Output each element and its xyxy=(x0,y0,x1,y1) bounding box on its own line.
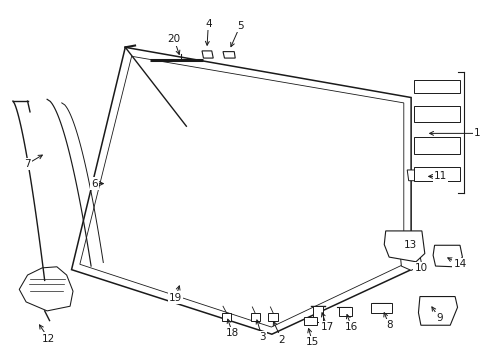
Polygon shape xyxy=(414,107,460,122)
Polygon shape xyxy=(384,231,425,262)
Text: 16: 16 xyxy=(345,322,358,332)
Text: 13: 13 xyxy=(404,239,417,249)
Polygon shape xyxy=(202,51,213,58)
Polygon shape xyxy=(251,314,260,320)
Polygon shape xyxy=(407,170,426,181)
Text: 20: 20 xyxy=(168,35,181,44)
Polygon shape xyxy=(371,303,392,314)
Polygon shape xyxy=(414,167,460,181)
Text: 17: 17 xyxy=(320,322,334,332)
Text: 12: 12 xyxy=(42,333,55,343)
Text: 4: 4 xyxy=(205,19,212,29)
Text: 11: 11 xyxy=(434,171,447,181)
Text: 18: 18 xyxy=(226,328,240,338)
Text: 5: 5 xyxy=(237,21,244,31)
Text: 10: 10 xyxy=(415,263,427,273)
Text: 1: 1 xyxy=(474,129,480,138)
Polygon shape xyxy=(221,313,231,320)
Polygon shape xyxy=(304,317,318,325)
Polygon shape xyxy=(314,306,323,321)
Polygon shape xyxy=(414,137,460,154)
Polygon shape xyxy=(400,255,422,270)
Polygon shape xyxy=(339,307,351,316)
Text: 14: 14 xyxy=(453,259,466,269)
Polygon shape xyxy=(414,80,460,93)
Text: 8: 8 xyxy=(386,320,392,330)
Text: 6: 6 xyxy=(91,179,98,189)
Polygon shape xyxy=(433,245,463,267)
Polygon shape xyxy=(269,314,278,320)
Text: 2: 2 xyxy=(278,334,285,345)
Text: 7: 7 xyxy=(24,159,31,169)
Text: 3: 3 xyxy=(259,332,266,342)
Text: 15: 15 xyxy=(306,337,319,347)
Polygon shape xyxy=(418,297,458,325)
Text: 9: 9 xyxy=(436,313,443,323)
Text: 19: 19 xyxy=(169,293,182,303)
Polygon shape xyxy=(223,51,235,58)
